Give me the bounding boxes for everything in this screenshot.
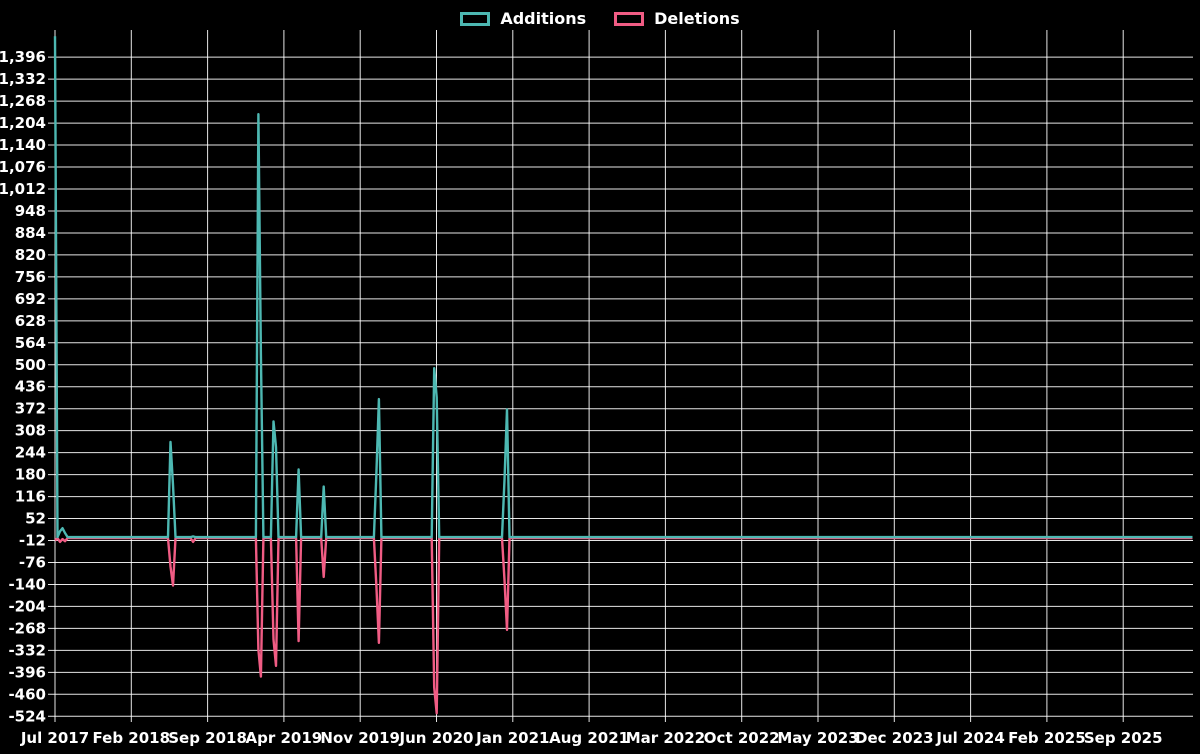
legend-label-deletions: Deletions bbox=[654, 9, 740, 28]
svg-text:-12: -12 bbox=[19, 532, 46, 550]
svg-text:Feb 2018: Feb 2018 bbox=[93, 729, 171, 747]
svg-text:-524: -524 bbox=[8, 707, 46, 725]
svg-text:948: 948 bbox=[15, 202, 46, 220]
additions-series-line bbox=[53, 36, 1193, 539]
svg-text:-204: -204 bbox=[8, 597, 46, 615]
svg-text:-76: -76 bbox=[19, 553, 46, 571]
horizontal-gridlines bbox=[48, 56, 1193, 717]
svg-text:Oct 2022: Oct 2022 bbox=[704, 729, 780, 747]
svg-text:1,140: 1,140 bbox=[0, 136, 46, 154]
svg-text:308: 308 bbox=[15, 422, 46, 440]
svg-text:Jan 2021: Jan 2021 bbox=[475, 729, 549, 747]
svg-text:244: 244 bbox=[15, 444, 46, 462]
svg-text:Apr 2019: Apr 2019 bbox=[246, 729, 323, 747]
svg-text:756: 756 bbox=[15, 268, 46, 286]
svg-text:1,012: 1,012 bbox=[0, 180, 46, 198]
deletions-series-line bbox=[54, 536, 1193, 715]
svg-text:1,396: 1,396 bbox=[0, 48, 46, 66]
svg-text:1,268: 1,268 bbox=[0, 92, 46, 110]
legend-item-deletions[interactable]: Deletions bbox=[614, 11, 740, 27]
svg-text:Mar 2022: Mar 2022 bbox=[626, 729, 705, 747]
svg-text:1,076: 1,076 bbox=[0, 158, 46, 176]
svg-text:-460: -460 bbox=[8, 685, 46, 703]
svg-text:500: 500 bbox=[15, 356, 46, 374]
svg-text:Jul 2024: Jul 2024 bbox=[935, 729, 1004, 747]
legend-label-additions: Additions bbox=[500, 9, 587, 28]
additions-swatch-icon bbox=[460, 12, 491, 26]
svg-text:820: 820 bbox=[15, 246, 46, 264]
svg-text:116: 116 bbox=[15, 488, 46, 506]
svg-text:Jun 2020: Jun 2020 bbox=[399, 729, 474, 747]
svg-text:1,332: 1,332 bbox=[0, 70, 46, 88]
svg-text:-396: -396 bbox=[8, 663, 46, 681]
svg-text:Nov 2019: Nov 2019 bbox=[320, 729, 400, 747]
svg-text:Dec 2023: Dec 2023 bbox=[855, 729, 934, 747]
svg-text:Sep 2025: Sep 2025 bbox=[1084, 729, 1163, 747]
svg-text:692: 692 bbox=[15, 290, 46, 308]
svg-text:52: 52 bbox=[25, 510, 46, 528]
svg-text:-332: -332 bbox=[8, 641, 46, 659]
svg-text:884: 884 bbox=[15, 224, 46, 242]
svg-text:Aug 2021: Aug 2021 bbox=[549, 729, 629, 747]
chart-legend: Additions Deletions bbox=[0, 6, 1200, 32]
vertical-gridlines bbox=[54, 30, 1124, 722]
svg-text:Jul 2017: Jul 2017 bbox=[20, 729, 89, 747]
svg-text:May 2023: May 2023 bbox=[777, 729, 858, 747]
legend-item-additions[interactable]: Additions bbox=[460, 11, 586, 27]
y-axis-tick-labels: 1,396 1,332 1,268 1,204 1,140 1,076 1,012 948 88… bbox=[0, 48, 46, 725]
deletions-swatch-icon bbox=[614, 12, 645, 26]
svg-text:372: 372 bbox=[15, 400, 46, 418]
svg-text:628: 628 bbox=[15, 312, 46, 330]
svg-text:564: 564 bbox=[15, 334, 46, 352]
svg-text:180: 180 bbox=[15, 466, 46, 484]
svg-text:-268: -268 bbox=[8, 619, 46, 637]
svg-text:Sep 2018: Sep 2018 bbox=[168, 729, 247, 747]
svg-text:1,204: 1,204 bbox=[0, 114, 46, 132]
svg-text:-140: -140 bbox=[8, 575, 46, 593]
svg-text:Feb 2025: Feb 2025 bbox=[1008, 729, 1086, 747]
svg-text:436: 436 bbox=[15, 378, 46, 396]
